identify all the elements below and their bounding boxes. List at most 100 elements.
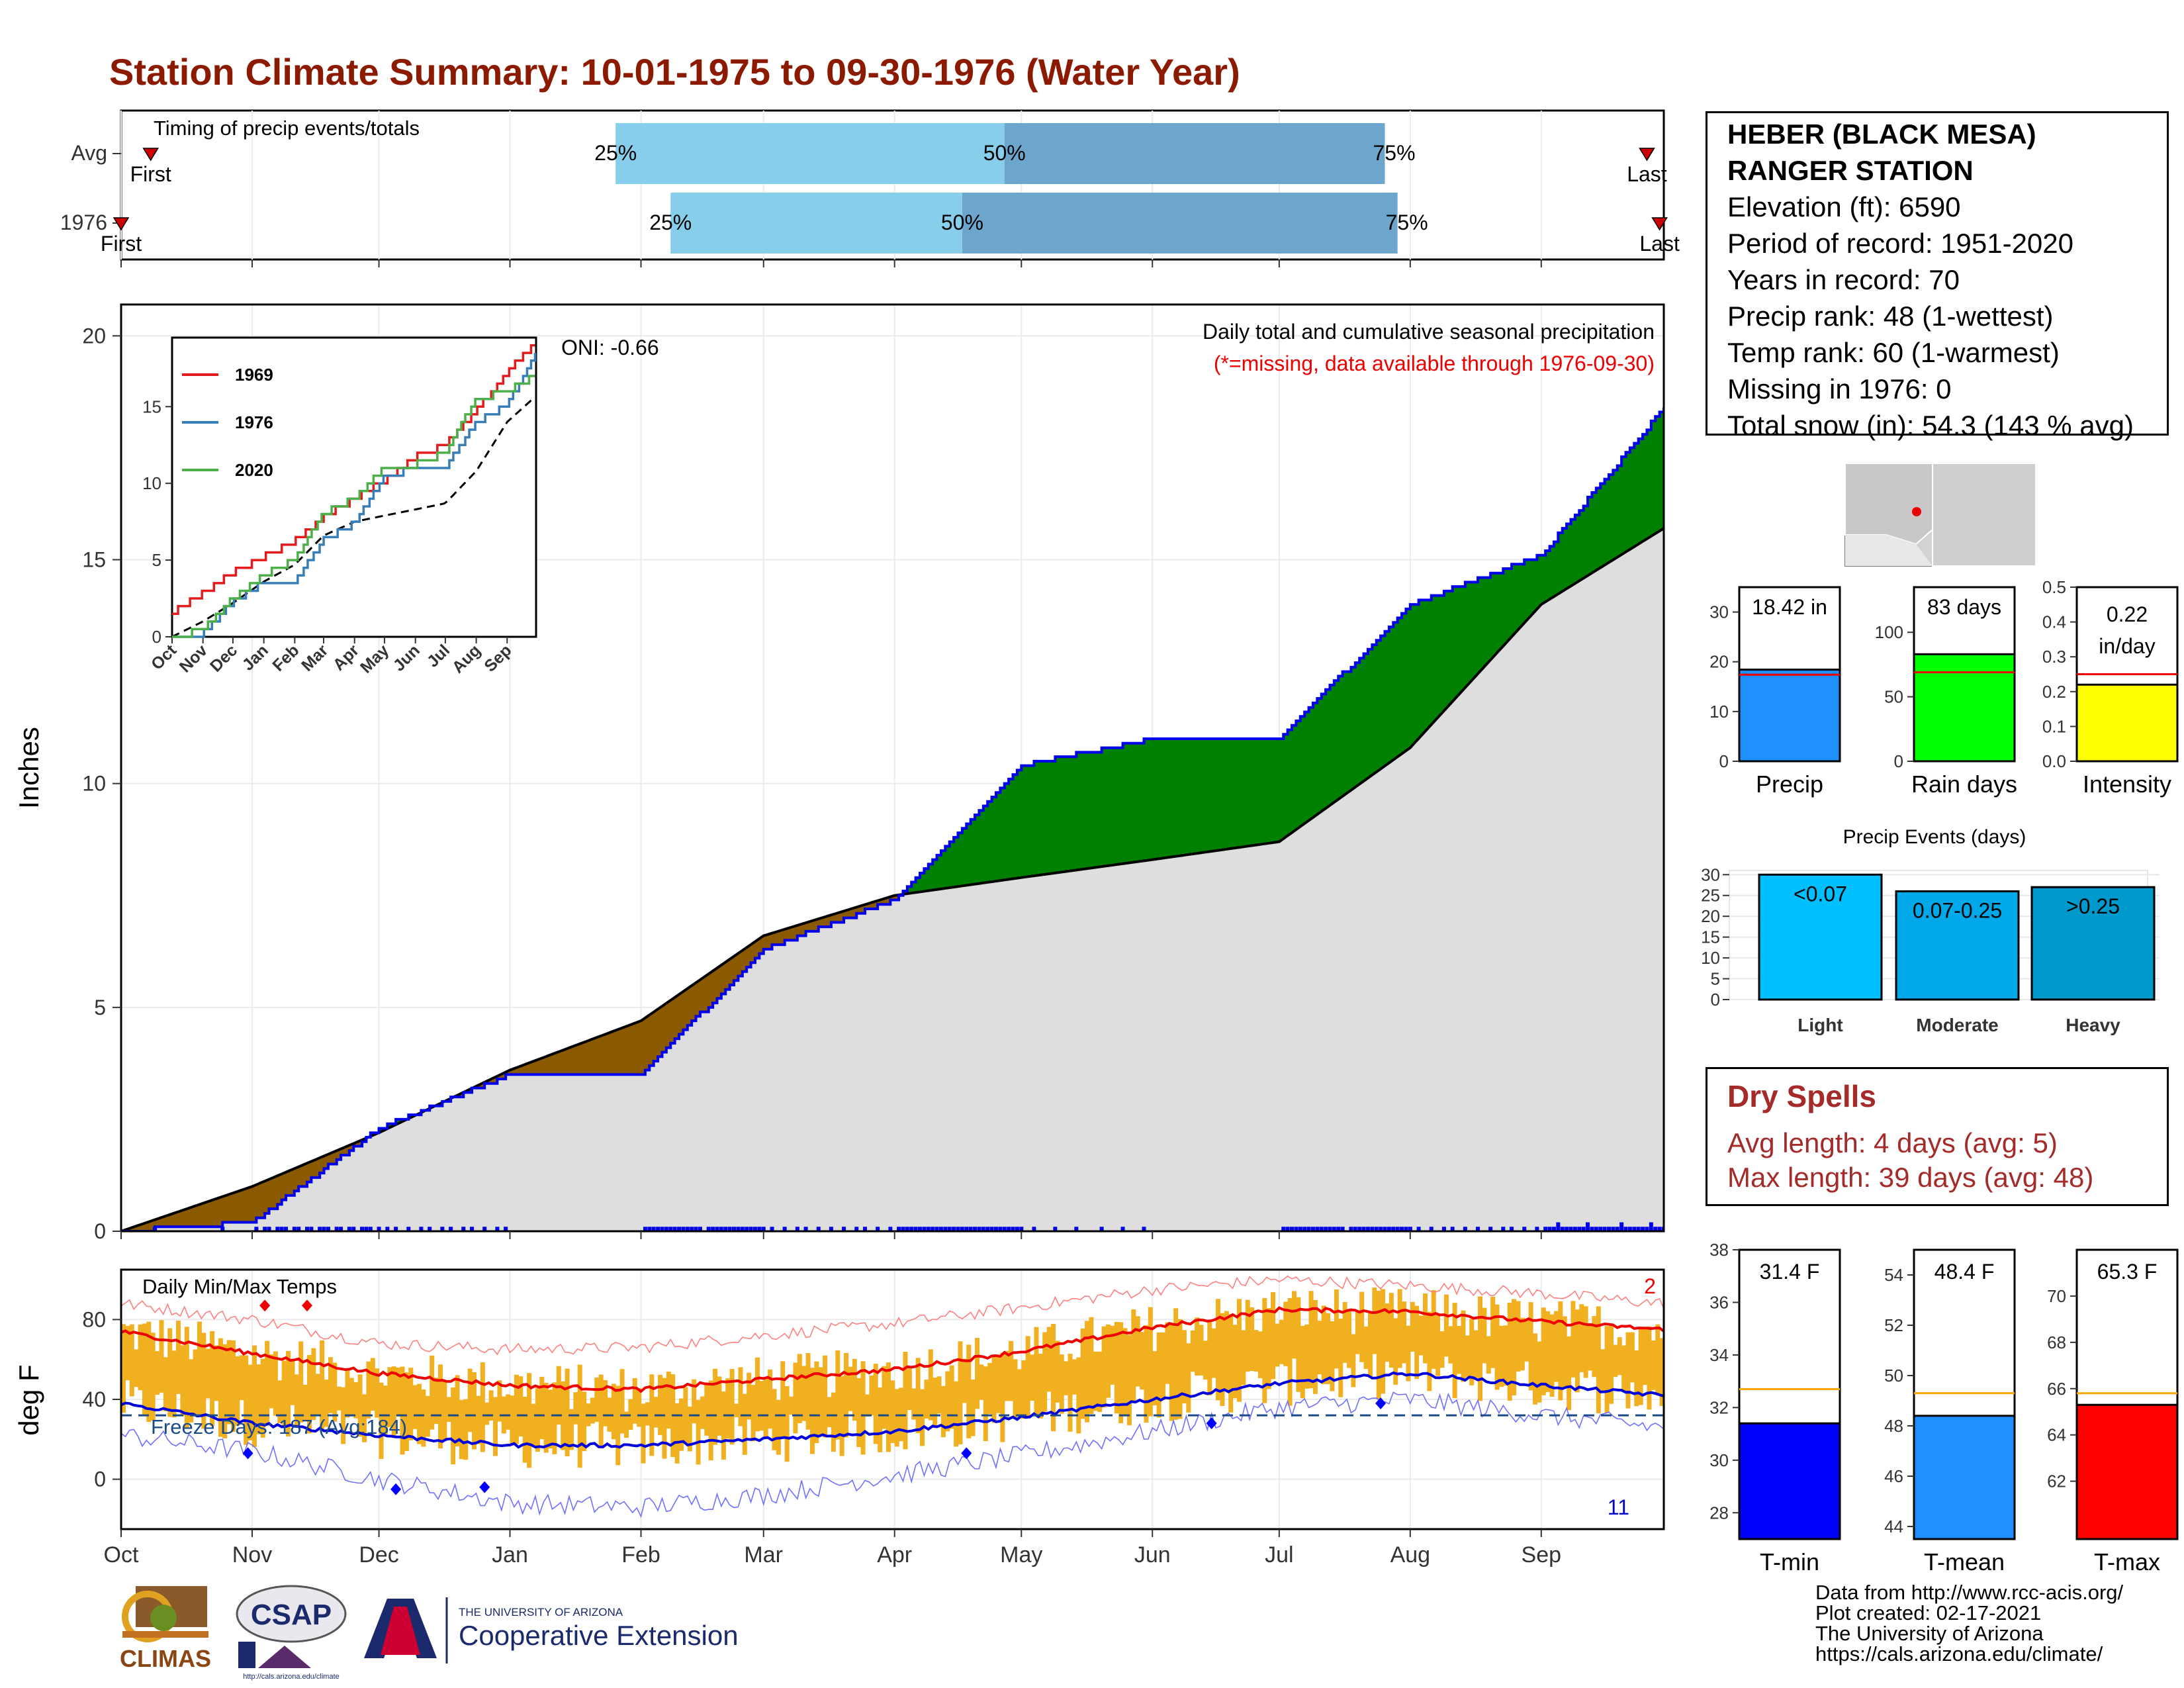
temp-daily-bar xyxy=(357,1374,363,1437)
temp-daily-bar xyxy=(548,1389,553,1449)
temp-bar-label: T-mean xyxy=(1924,1548,2005,1575)
temp-daily-bar xyxy=(341,1387,346,1444)
precip-daily-bar xyxy=(736,1227,741,1231)
temp-daily-bar xyxy=(619,1369,625,1434)
temp-daily-bar xyxy=(598,1374,604,1447)
temp-daily-bar xyxy=(561,1381,566,1450)
temp-daily-bar xyxy=(396,1367,401,1417)
precip-daily-bar xyxy=(1404,1227,1408,1231)
temp-daily-bar xyxy=(814,1361,819,1444)
mini-bar-tick-label: 50 xyxy=(1884,687,1903,707)
precip-daily-bar xyxy=(1623,1227,1628,1231)
precip-daily-bar xyxy=(279,1227,284,1231)
temp-daily-bar xyxy=(150,1333,156,1421)
temp-daily-bar xyxy=(1173,1308,1179,1420)
csap-logo-icon: CSAP http://cals.arizona.edu/climate xyxy=(236,1585,347,1681)
temp-daily-bar xyxy=(687,1406,692,1452)
temp-daily-bar xyxy=(1241,1330,1246,1385)
precip-daily-bar xyxy=(723,1227,728,1231)
precip-ytick-label: 0 xyxy=(94,1219,106,1243)
timing-first-marker xyxy=(113,217,130,231)
precip-daily-bar xyxy=(1556,1222,1561,1231)
temp-daily-bar xyxy=(556,1366,561,1425)
temp-bar-tick-label: 46 xyxy=(1884,1466,1903,1486)
precip-daily-bar xyxy=(901,1227,905,1231)
temp-daily-bar xyxy=(975,1338,980,1409)
csap-logo: CSAP http://cals.arizona.edu/climate xyxy=(232,1582,351,1681)
precip-daily-bar xyxy=(377,1227,381,1231)
temp-daily-bar xyxy=(818,1367,823,1436)
precip-daily-bar xyxy=(1302,1227,1307,1231)
temp-daily-bar xyxy=(518,1376,523,1437)
temp-daily-bar xyxy=(142,1323,147,1415)
temp-daily-bar xyxy=(582,1391,587,1452)
temp-daily-bar xyxy=(1494,1304,1500,1390)
precip-daily-bar xyxy=(711,1227,715,1231)
temp-daily-bar xyxy=(1381,1289,1386,1394)
precip-daily-bar xyxy=(1387,1227,1391,1231)
temp-daily-bar xyxy=(1068,1354,1073,1432)
temp-daily-bar xyxy=(1321,1305,1326,1384)
month-label: Dec xyxy=(359,1542,398,1568)
temp-daily-bar xyxy=(1520,1317,1525,1371)
precip-daily-bar xyxy=(254,1227,259,1231)
temp-daily-bar xyxy=(772,1389,777,1450)
temp-daily-bar xyxy=(1211,1328,1216,1378)
inset-ytick-label: 0 xyxy=(152,627,161,647)
precip-daily-bar xyxy=(981,1227,985,1231)
temp-daily-bar xyxy=(827,1397,832,1428)
precip-daily-bar xyxy=(651,1227,656,1231)
precip-ytick-label: 15 xyxy=(82,548,106,572)
precip-ylabel: Inches xyxy=(13,727,44,809)
temp-daily-bar xyxy=(594,1378,600,1422)
mini-bar-tick-label: 0.2 xyxy=(2042,682,2066,702)
temp-daily-bar xyxy=(1567,1336,1572,1411)
temp-daily-bar xyxy=(379,1382,384,1460)
temp-daily-bar xyxy=(759,1381,764,1431)
temp-bar-label: T-max xyxy=(2094,1548,2160,1575)
temp-daily-bar xyxy=(269,1354,274,1409)
precip-daily-bar xyxy=(931,1227,935,1231)
temp-daily-bar xyxy=(920,1389,925,1446)
temp-daily-bar xyxy=(467,1368,473,1432)
temp-daily-bar xyxy=(1181,1330,1187,1404)
month-label: Mar xyxy=(744,1542,783,1568)
temp-daily-bar xyxy=(138,1324,143,1391)
mini-bar-rain-days: 0 50 100 83 days Rain days xyxy=(1875,586,2017,798)
precip-daily-bar xyxy=(993,1227,998,1231)
temp-daily-bar xyxy=(362,1394,367,1442)
temp-daily-bar xyxy=(962,1358,967,1403)
temp-daily-bar xyxy=(1118,1322,1124,1423)
temp-daily-bar xyxy=(1000,1352,1005,1442)
precip-daily-bar xyxy=(905,1227,909,1231)
temp-daily-bar xyxy=(704,1384,709,1436)
mini-bar-tick-label: 0 xyxy=(1894,751,1903,771)
inset-legend-label: 1969 xyxy=(235,365,273,385)
precip-events-category: Heavy xyxy=(2066,1015,2120,1035)
temp-daily-bar xyxy=(273,1351,278,1416)
temp-daily-bar xyxy=(1089,1317,1094,1414)
temp-daily-bar xyxy=(226,1340,232,1425)
precip-daily-bar xyxy=(1606,1227,1611,1231)
ua-line2: Cooperative Extension xyxy=(459,1620,739,1651)
precip-daily-bar xyxy=(1281,1227,1286,1231)
temp-daily-bar xyxy=(1177,1319,1183,1419)
temp-daily-bar xyxy=(320,1340,325,1430)
precip-daily-bar xyxy=(1365,1227,1370,1231)
temp-daily-bar xyxy=(366,1361,371,1419)
temp-daily-bar xyxy=(1232,1325,1238,1399)
timing-first-label: First xyxy=(130,162,171,186)
precip-daily-bar xyxy=(1328,1227,1332,1231)
temp-daily-bar xyxy=(539,1376,545,1440)
temp-daily-bar xyxy=(298,1341,304,1423)
precip-daily-bar xyxy=(1315,1227,1320,1231)
timing-first-marker xyxy=(142,148,159,162)
climas-logo: CLIMAS xyxy=(109,1582,222,1678)
temp-daily-bar xyxy=(1190,1330,1195,1372)
temp-daily-bar xyxy=(294,1374,299,1427)
temp-daily-bar xyxy=(1080,1328,1085,1419)
temp-daily-bar xyxy=(569,1409,574,1450)
record-high-marker xyxy=(259,1299,271,1312)
temp-daily-bar xyxy=(1604,1326,1610,1413)
